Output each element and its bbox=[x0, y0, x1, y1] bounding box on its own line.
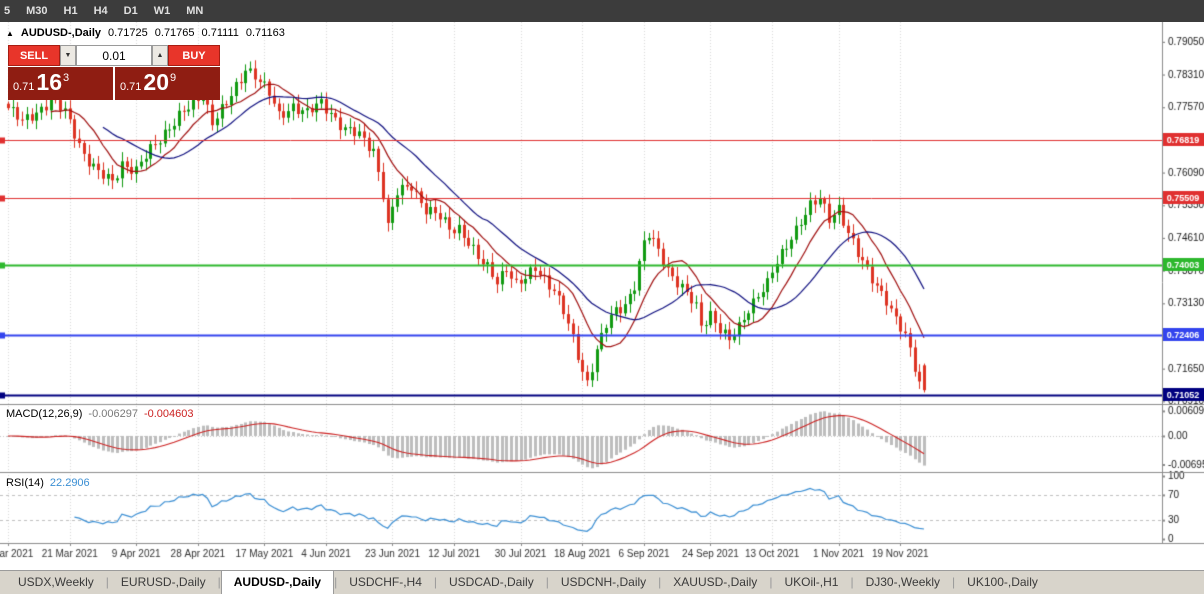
tab-separator: | bbox=[433, 575, 438, 589]
ask-price[interactable]: 0.71 20 9 bbox=[115, 67, 220, 100]
volume-value: 0.01 bbox=[102, 48, 126, 63]
bid-big-digits: 16 bbox=[36, 69, 63, 95]
ask-pip-digit: 9 bbox=[170, 72, 177, 84]
timeframe-button-mn[interactable]: MN bbox=[186, 5, 204, 17]
macd-main-value: -0.006297 bbox=[88, 408, 138, 420]
timeframe-button-h1[interactable]: H1 bbox=[63, 5, 78, 17]
tab-separator: | bbox=[105, 575, 109, 589]
chart-tab-ukoil-h1[interactable]: UKOil-,H1 bbox=[784, 575, 839, 589]
timeframe-button-h4[interactable]: H4 bbox=[93, 5, 108, 17]
tab-separator: | bbox=[334, 575, 338, 589]
timeframe-button-d1[interactable]: D1 bbox=[123, 5, 138, 17]
chart-tab-audusd-daily[interactable]: AUDUSD-,Daily bbox=[220, 571, 335, 594]
rsi-value: 22.2906 bbox=[49, 477, 90, 489]
volume-decrease-button[interactable]: ▼ bbox=[60, 45, 76, 66]
rsi-name: RSI(14) bbox=[6, 477, 44, 489]
macd-indicator-label: MACD(12,26,9) -0.006297 -0.004603 bbox=[6, 408, 194, 420]
ohlc-high: 0.71765 bbox=[154, 27, 195, 39]
bid-price[interactable]: 0.71 16 3 bbox=[8, 67, 113, 100]
macd-name: MACD(12,26,9) bbox=[6, 408, 83, 420]
caret-up-icon: ▲ bbox=[156, 52, 164, 59]
caret-down-icon: ▼ bbox=[64, 52, 72, 59]
sell-button[interactable]: SELL bbox=[8, 45, 60, 66]
ohlc-close: 0.71163 bbox=[245, 27, 285, 39]
timeframe-toolbar: 5 M30 H1 H4 D1 W1 MN bbox=[0, 0, 1204, 22]
chart-tab-dj30-weekly[interactable]: DJ30-,Weekly bbox=[865, 575, 941, 589]
bid-pip-digit: 3 bbox=[63, 72, 70, 84]
buy-button[interactable]: BUY bbox=[168, 45, 220, 66]
tab-separator: | bbox=[217, 575, 221, 589]
chart-tab-usdcad-daily[interactable]: USDCAD-,Daily bbox=[449, 575, 534, 589]
price-chart-canvas[interactable] bbox=[0, 22, 1204, 570]
chart-tab-usdx-weekly[interactable]: USDX,Weekly bbox=[18, 575, 94, 589]
ask-prefix: 0.71 bbox=[120, 81, 142, 93]
timeframe-button-m30[interactable]: M30 bbox=[26, 5, 48, 17]
volume-input[interactable]: 0.01 bbox=[76, 45, 152, 66]
bid-prefix: 0.71 bbox=[13, 81, 35, 93]
ohlc-open: 0.71725 bbox=[108, 27, 148, 39]
tab-separator: | bbox=[850, 575, 854, 589]
chart-tab-xauusd-daily[interactable]: XAUUSD-,Daily bbox=[673, 575, 758, 589]
symbol-label: AUDUSD-,Daily bbox=[20, 27, 101, 39]
tab-separator: | bbox=[658, 575, 662, 589]
timeframe-button-w1[interactable]: W1 bbox=[153, 5, 171, 17]
chart-tab-usdcnh-daily[interactable]: USDCNH-,Daily bbox=[560, 575, 647, 589]
chart-title: ▲ AUDUSD-,Daily 0.71725 0.71765 0.71111 … bbox=[6, 27, 285, 39]
ohlc-low: 0.71111 bbox=[201, 27, 239, 39]
chart-tab-eurusd-daily[interactable]: EURUSD-,Daily bbox=[120, 575, 206, 589]
chart-tabs-bar: USDX,Weekly | EURUSD-,Daily | AUDUSD-,Daily |… bbox=[0, 570, 1204, 594]
ask-big-digits: 20 bbox=[143, 69, 170, 95]
chart-tab-uk100-daily[interactable]: UK100-,Daily bbox=[967, 575, 1038, 589]
macd-signal-value: -0.004603 bbox=[143, 408, 194, 420]
tab-separator: | bbox=[769, 575, 773, 589]
timeframe-button-5[interactable]: 5 bbox=[4, 5, 11, 17]
trade-panel-toggle-icon[interactable]: ▲ bbox=[6, 28, 14, 38]
rsi-indicator-label: RSI(14) 22.2906 bbox=[6, 477, 90, 489]
tab-separator: | bbox=[952, 575, 956, 589]
volume-increase-button[interactable]: ▲ bbox=[152, 45, 168, 66]
chart-tab-usdchf-h4[interactable]: USDCHF-,H4 bbox=[349, 575, 422, 589]
tab-separator: | bbox=[545, 575, 549, 589]
one-click-trading-panel: SELL ▼ 0.01 ▲ BUY 0.71 16 3 0.71 20 9 bbox=[8, 45, 220, 100]
